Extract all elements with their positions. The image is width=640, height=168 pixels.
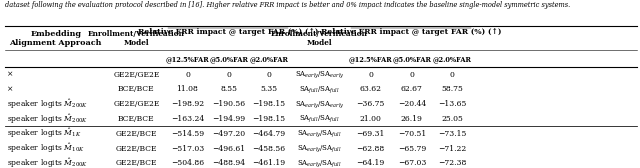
Text: 21.00: 21.00 bbox=[360, 115, 381, 123]
Text: −514.59: −514.59 bbox=[171, 130, 204, 138]
Text: −163.24: −163.24 bbox=[171, 115, 204, 123]
Text: −190.56: −190.56 bbox=[212, 100, 245, 108]
Text: 25.05: 25.05 bbox=[441, 115, 463, 123]
Text: GE2E/BCE: GE2E/BCE bbox=[116, 144, 157, 153]
Text: 0: 0 bbox=[450, 71, 454, 79]
Text: 0: 0 bbox=[185, 71, 190, 79]
Text: 62.67: 62.67 bbox=[401, 85, 423, 93]
Text: 26.19: 26.19 bbox=[401, 115, 423, 123]
Text: −73.15: −73.15 bbox=[438, 130, 467, 138]
Text: −62.88: −62.88 bbox=[356, 144, 385, 153]
Text: −64.19: −64.19 bbox=[356, 159, 385, 167]
Text: SA$_{early}$/SA$_{early}$: SA$_{early}$/SA$_{early}$ bbox=[294, 69, 344, 80]
Text: −488.94: −488.94 bbox=[212, 159, 245, 167]
Text: −198.15: −198.15 bbox=[253, 100, 285, 108]
Text: @12.5%FAR: @12.5%FAR bbox=[166, 55, 209, 63]
Text: GE2E/BCE: GE2E/BCE bbox=[116, 159, 157, 167]
Text: −71.22: −71.22 bbox=[438, 144, 467, 153]
Text: 0: 0 bbox=[368, 71, 373, 79]
Text: 0: 0 bbox=[410, 71, 414, 79]
Text: −461.19: −461.19 bbox=[253, 159, 285, 167]
Text: BCE/BCE: BCE/BCE bbox=[118, 115, 155, 123]
Text: −194.99: −194.99 bbox=[212, 115, 245, 123]
Text: GE2E/GE2E: GE2E/GE2E bbox=[113, 100, 159, 108]
Text: −458.56: −458.56 bbox=[253, 144, 285, 153]
Text: speaker logits $\hat{M}_{10K}$: speaker logits $\hat{M}_{10K}$ bbox=[7, 142, 84, 155]
Text: −13.65: −13.65 bbox=[438, 100, 467, 108]
Text: −496.61: −496.61 bbox=[212, 144, 245, 153]
Text: −69.31: −69.31 bbox=[356, 130, 385, 138]
Text: −517.03: −517.03 bbox=[171, 144, 204, 153]
Text: SA$_{early}$/SA$_{early}$: SA$_{early}$/SA$_{early}$ bbox=[294, 99, 344, 110]
Text: SA$_{early}$/SA$_{full}$: SA$_{early}$/SA$_{full}$ bbox=[297, 143, 342, 154]
Text: @2.0%FAR: @2.0%FAR bbox=[250, 55, 289, 63]
Text: @5.0%FAR: @5.0%FAR bbox=[209, 55, 248, 63]
Text: −65.79: −65.79 bbox=[397, 144, 426, 153]
Text: SA$_{full}$/SA$_{full}$: SA$_{full}$/SA$_{full}$ bbox=[299, 114, 340, 124]
Text: Enrollment/Verification
Model: Enrollment/Verification Model bbox=[88, 30, 185, 47]
Text: −70.51: −70.51 bbox=[397, 130, 426, 138]
Text: −36.75: −36.75 bbox=[356, 100, 385, 108]
Text: 58.75: 58.75 bbox=[441, 85, 463, 93]
Text: −20.44: −20.44 bbox=[397, 100, 426, 108]
Text: Embedding
Alignment Approach: Embedding Alignment Approach bbox=[10, 30, 102, 47]
Text: 11.08: 11.08 bbox=[177, 85, 198, 93]
Text: 5.35: 5.35 bbox=[260, 85, 278, 93]
Text: @5.0%FAR: @5.0%FAR bbox=[392, 55, 431, 63]
Text: GE2E/BCE: GE2E/BCE bbox=[116, 130, 157, 138]
Text: −198.15: −198.15 bbox=[253, 115, 285, 123]
Text: speaker logits $\hat{M}_{200K}$: speaker logits $\hat{M}_{200K}$ bbox=[7, 97, 88, 111]
Text: −497.20: −497.20 bbox=[212, 130, 245, 138]
Text: −464.79: −464.79 bbox=[253, 130, 285, 138]
Text: −198.92: −198.92 bbox=[171, 100, 204, 108]
Text: 0: 0 bbox=[227, 71, 231, 79]
Text: SA$_{full}$/SA$_{full}$: SA$_{full}$/SA$_{full}$ bbox=[299, 84, 340, 95]
Text: @12.5%FAR: @12.5%FAR bbox=[349, 55, 392, 63]
Text: 0: 0 bbox=[267, 71, 271, 79]
Text: Relative FRR impact @ target FAR (%) (↑): Relative FRR impact @ target FAR (%) (↑) bbox=[321, 28, 501, 35]
Text: @2.0%FAR: @2.0%FAR bbox=[433, 55, 472, 63]
Text: ×: × bbox=[7, 71, 13, 79]
Text: GE2E/GE2E: GE2E/GE2E bbox=[113, 71, 159, 79]
Text: speaker logits $\hat{M}_{200K}$: speaker logits $\hat{M}_{200K}$ bbox=[7, 112, 88, 126]
Text: Enrollment/Verification
Model: Enrollment/Verification Model bbox=[271, 30, 368, 47]
Text: −504.86: −504.86 bbox=[171, 159, 204, 167]
Text: ×: × bbox=[7, 85, 13, 93]
Text: BCE/BCE: BCE/BCE bbox=[118, 85, 155, 93]
Text: Relative FRR impact @ target FAR (%) (↑): Relative FRR impact @ target FAR (%) (↑) bbox=[138, 28, 318, 35]
Text: speaker logits $\hat{M}_{200K}$: speaker logits $\hat{M}_{200K}$ bbox=[7, 157, 88, 168]
Text: −72.38: −72.38 bbox=[438, 159, 467, 167]
Text: 63.62: 63.62 bbox=[360, 85, 381, 93]
Text: −67.03: −67.03 bbox=[397, 159, 426, 167]
Text: dataset following the evaluation protocol described in [16]. Higher relative FRR: dataset following the evaluation protoco… bbox=[5, 1, 570, 9]
Text: SA$_{early}$/SA$_{full}$: SA$_{early}$/SA$_{full}$ bbox=[297, 128, 342, 139]
Text: SA$_{early}$/SA$_{full}$: SA$_{early}$/SA$_{full}$ bbox=[297, 158, 342, 168]
Text: speaker logits $\hat{M}_{1K}$: speaker logits $\hat{M}_{1K}$ bbox=[7, 127, 81, 140]
Text: 8.55: 8.55 bbox=[220, 85, 237, 93]
